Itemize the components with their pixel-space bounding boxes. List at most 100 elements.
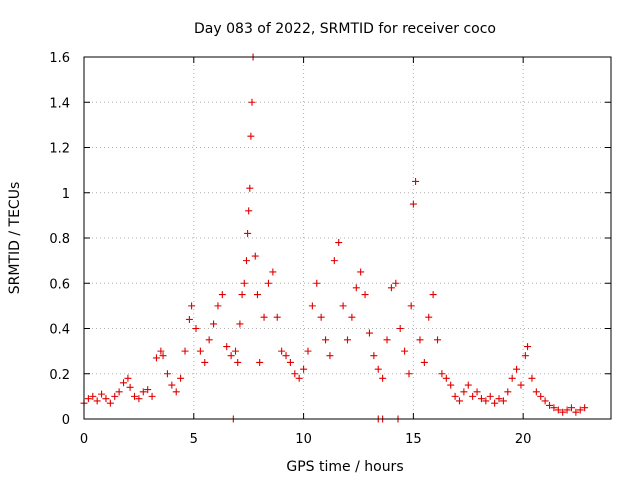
data-point — [521, 352, 529, 360]
data-point — [232, 347, 240, 355]
data-point — [251, 252, 259, 260]
data-point — [273, 313, 281, 321]
data-point — [344, 336, 351, 344]
data-point — [246, 184, 254, 192]
data-point — [528, 374, 536, 382]
x-tick-label: 10 — [295, 432, 312, 447]
data-point — [581, 404, 589, 412]
data-point — [495, 395, 503, 403]
data-point — [98, 390, 106, 398]
data-point — [339, 302, 347, 310]
data-point — [214, 302, 222, 310]
data-point — [559, 408, 567, 416]
data-point — [513, 365, 521, 373]
data-point — [541, 397, 549, 405]
data-point — [264, 279, 272, 287]
data-point — [157, 347, 165, 355]
data-point — [379, 374, 387, 382]
data-point — [260, 313, 268, 321]
data-point — [218, 291, 226, 299]
x-axis-label: GPS time / hours — [286, 459, 403, 475]
data-point — [517, 381, 525, 389]
data-point — [291, 370, 299, 378]
data-point — [550, 404, 558, 412]
data-series — [80, 53, 589, 423]
y-tick-label: 1 — [62, 187, 70, 202]
data-point — [416, 336, 424, 344]
x-tick-label: 15 — [405, 432, 422, 447]
data-point — [84, 395, 92, 403]
data-point — [504, 388, 512, 396]
data-point — [282, 352, 290, 360]
data-point — [464, 381, 472, 389]
data-point — [469, 392, 477, 400]
data-point — [131, 392, 139, 400]
data-point — [365, 329, 373, 337]
data-point — [300, 365, 308, 373]
data-point — [124, 374, 132, 382]
data-point — [508, 374, 516, 382]
data-point — [126, 383, 134, 391]
data-point — [159, 352, 167, 360]
data-point — [111, 392, 119, 400]
data-point — [247, 132, 255, 140]
data-point — [482, 397, 490, 405]
data-point — [392, 279, 400, 287]
grid — [84, 57, 611, 419]
data-point — [438, 370, 446, 378]
y-tick-label: 1.4 — [49, 96, 70, 111]
chart-title: Day 083 of 2022, SRMTID for receiver coc… — [194, 21, 496, 37]
data-point — [322, 336, 330, 344]
y-tick-label: 1.6 — [49, 51, 70, 66]
data-point — [205, 336, 213, 344]
x-axis: 0 5 10 15 20 — [80, 57, 532, 447]
y-axis: 0 0.2 0.4 0.6 0.8 1 1.2 1.4 1.6 — [49, 51, 611, 428]
data-point — [106, 399, 114, 407]
data-point — [554, 406, 562, 414]
data-point — [405, 370, 413, 378]
data-point — [576, 406, 584, 414]
data-point — [185, 315, 193, 323]
data-point — [387, 284, 395, 292]
data-point — [248, 98, 256, 106]
data-point — [308, 302, 316, 310]
data-point — [499, 397, 507, 405]
data-point — [477, 395, 485, 403]
data-point — [532, 388, 540, 396]
data-point — [256, 358, 264, 366]
y-axis-label: SRMTID / TECUs — [7, 182, 23, 295]
data-point — [242, 257, 250, 265]
data-point — [374, 365, 382, 373]
data-point — [286, 358, 294, 366]
data-point — [240, 279, 248, 287]
data-point — [407, 302, 415, 310]
data-point — [546, 401, 554, 409]
data-point — [451, 392, 459, 400]
data-point — [357, 268, 365, 276]
data-point — [326, 352, 334, 360]
y-tick-label: 1.2 — [49, 142, 70, 157]
data-point — [139, 388, 147, 396]
data-point — [144, 386, 152, 394]
data-point — [238, 291, 246, 299]
data-point — [409, 200, 417, 208]
data-point — [89, 392, 97, 400]
data-point — [563, 406, 571, 414]
data-point — [181, 347, 189, 355]
data-point — [361, 291, 369, 299]
data-point — [455, 397, 463, 405]
y-tick-label: 0.2 — [49, 368, 70, 383]
data-point — [352, 284, 360, 292]
data-point — [429, 291, 437, 299]
data-point — [567, 404, 575, 412]
x-tick-label: 20 — [515, 432, 532, 447]
data-point — [425, 313, 433, 321]
data-point — [330, 257, 338, 265]
data-point — [420, 358, 428, 366]
data-point — [572, 408, 580, 416]
data-point — [396, 325, 404, 332]
y-tick-label: 0.6 — [49, 277, 70, 292]
data-point — [244, 229, 252, 237]
data-point — [223, 343, 231, 351]
